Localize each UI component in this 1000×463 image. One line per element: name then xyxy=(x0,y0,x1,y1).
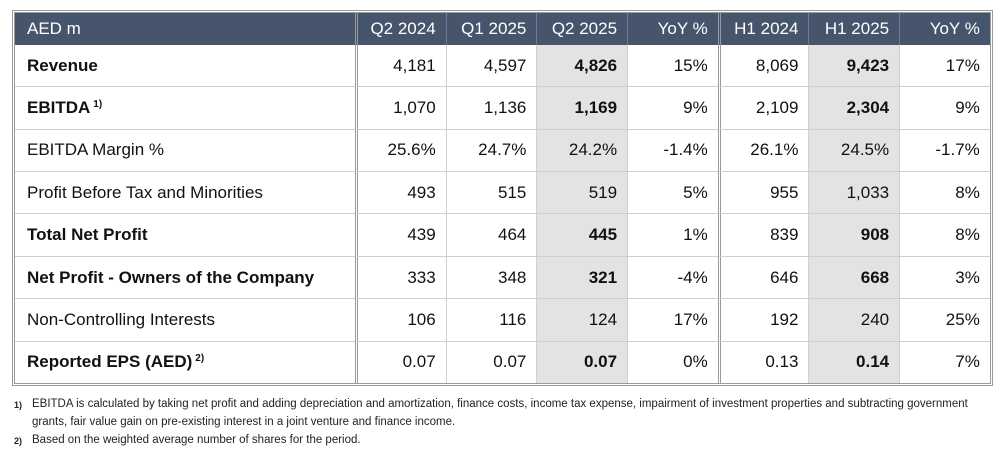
cell-yoy-quarter: -4% xyxy=(627,255,718,299)
row-label: Total Net Profit xyxy=(15,213,355,255)
cell-h1-2024: 839 xyxy=(717,213,809,256)
table-row: Total Net Profit 439 464 445 1% 839 908 8% xyxy=(15,213,990,256)
cell-h1-2025: 0.14 xyxy=(808,340,900,383)
table-row: Reported EPS (AED) 2) 0.07 0.07 0.07 0% 0.13 0.… xyxy=(15,340,990,383)
cell-q1-2025: 348 xyxy=(445,255,537,299)
footnote-reference: 2) xyxy=(195,353,205,365)
cell-q2-2025: 0.07 xyxy=(536,340,628,383)
cell-yoy-half: 8% xyxy=(899,171,990,214)
table-row: Revenue 4,181 4,597 4,826 15% 8,069 9,423 17% xyxy=(15,45,990,87)
cell-q2-2025: 1,169 xyxy=(536,86,628,129)
cell-q1-2025: 0.07 xyxy=(445,340,537,383)
footnote-text: EBITDA is calculated by taking net profi… xyxy=(32,398,968,428)
cell-yoy-half: 17% xyxy=(899,45,990,87)
cell-q1-2025: 24.7% xyxy=(445,128,537,172)
footnote-2: 2) Based on the weighted average number … xyxy=(14,431,989,450)
header-cell-yoy-quarter: YoY % xyxy=(627,13,718,45)
cell-yoy-quarter: 9% xyxy=(627,86,718,129)
cell-q1-2025: 116 xyxy=(445,298,537,341)
cell-h1-2025: 2,304 xyxy=(808,86,900,129)
cell-q2-2024: 493 xyxy=(355,171,446,214)
cell-q2-2024: 25.6% xyxy=(355,128,446,172)
row-label-text: Profit Before Tax and Minorities xyxy=(27,182,263,202)
footnote-mark: 1) xyxy=(14,400,23,410)
table-row: Net Profit - Owners of the Company 333 348… xyxy=(15,255,990,299)
financial-summary-table: AED m Q2 2024 Q1 2025 Q2 2025 YoY % H1 2… xyxy=(12,10,993,386)
table-row: EBITDA Margin % 25.6% 24.7% 24.2% -1.4% 26.1%… xyxy=(15,128,990,172)
row-label-text: Revenue xyxy=(27,55,98,75)
row-label: Reported EPS (AED) 2) xyxy=(15,340,355,383)
cell-h1-2024: 646 xyxy=(717,255,809,299)
header-cell-q2-2024: Q2 2024 xyxy=(355,13,446,45)
cell-q1-2025: 4,597 xyxy=(445,45,537,87)
footnote-text: Based on the weighted average number of … xyxy=(32,434,361,446)
cell-h1-2025: 240 xyxy=(808,298,900,341)
table-row: Profit Before Tax and Minorities 493 515 51… xyxy=(15,171,990,214)
cell-h1-2025: 668 xyxy=(808,255,900,299)
cell-q2-2025: 519 xyxy=(536,171,628,214)
header-cell-q1-2025: Q1 2025 xyxy=(445,13,537,45)
cell-q1-2025: 1,136 xyxy=(445,86,537,129)
cell-h1-2024: 8,069 xyxy=(717,45,809,87)
cell-yoy-half: 9% xyxy=(899,86,990,129)
row-label: Net Profit - Owners of the Company xyxy=(15,255,355,298)
cell-q1-2025: 464 xyxy=(445,213,537,256)
cell-yoy-half: 25% xyxy=(899,298,990,341)
row-label-text: Net Profit - Owners of the Company xyxy=(27,267,315,287)
footnote-1: 1) EBITDA is calculated by taking net pr… xyxy=(14,395,989,431)
cell-q2-2024: 439 xyxy=(355,213,446,256)
cell-q2-2025: 24.2% xyxy=(536,128,628,172)
cell-h1-2024: 2,109 xyxy=(717,86,809,129)
header-cell-label: AED m xyxy=(15,13,355,45)
cell-yoy-quarter: 1% xyxy=(627,213,718,256)
cell-h1-2024: 955 xyxy=(717,171,809,214)
cell-q1-2025: 515 xyxy=(445,171,537,214)
cell-h1-2025: 1,033 xyxy=(808,171,900,214)
cell-h1-2025: 24.5% xyxy=(808,128,900,172)
cell-q2-2024: 0.07 xyxy=(355,340,446,383)
header-cell-h1-2024: H1 2024 xyxy=(717,13,809,45)
row-label: Revenue xyxy=(15,45,355,86)
row-label: EBITDA Margin % xyxy=(15,128,355,171)
cell-q2-2024: 106 xyxy=(355,298,446,341)
footnote-reference: 1) xyxy=(93,99,103,111)
cell-q2-2025: 124 xyxy=(536,298,628,341)
row-label-text: Non-Controlling Interests xyxy=(27,309,216,329)
row-label-text: Total Net Profit xyxy=(27,225,148,245)
header-cell-q2-2025: Q2 2025 xyxy=(536,13,628,45)
row-label: Non-Controlling Interests xyxy=(15,298,355,340)
table-row: EBITDA 1) 1,070 1,136 1,169 9% 2,109 2,304 9% xyxy=(15,86,990,129)
cell-yoy-half: 7% xyxy=(899,340,990,383)
cell-yoy-quarter: 5% xyxy=(627,171,718,214)
cell-q2-2024: 4,181 xyxy=(355,45,446,87)
cell-h1-2024: 192 xyxy=(717,298,809,341)
cell-q2-2025: 445 xyxy=(536,213,628,256)
cell-h1-2024: 26.1% xyxy=(717,128,809,172)
row-label-text: EBITDA Margin % xyxy=(27,140,164,160)
cell-yoy-quarter: 15% xyxy=(627,45,718,87)
cell-h1-2025: 9,423 xyxy=(808,45,900,87)
cell-yoy-quarter: 17% xyxy=(627,298,718,341)
cell-h1-2024: 0.13 xyxy=(717,340,809,383)
table-header-row: AED m Q2 2024 Q1 2025 Q2 2025 YoY % H1 2… xyxy=(15,13,990,45)
footnotes: 1) EBITDA is calculated by taking net pr… xyxy=(14,395,989,450)
row-label: Profit Before Tax and Minorities xyxy=(15,171,355,213)
cell-h1-2025: 908 xyxy=(808,213,900,256)
cell-q2-2025: 4,826 xyxy=(536,45,628,87)
cell-yoy-half: -1.7% xyxy=(899,128,990,172)
cell-yoy-half: 3% xyxy=(899,255,990,299)
row-label: EBITDA 1) xyxy=(15,86,355,128)
cell-q2-2024: 333 xyxy=(355,255,446,299)
table-row: Non-Controlling Interests 106 116 124 17% 192… xyxy=(15,298,990,341)
row-label-text: EBITDA xyxy=(27,98,91,118)
row-label-text: Reported EPS (AED) xyxy=(27,352,193,372)
cell-q2-2025: 321 xyxy=(536,255,628,299)
cell-q2-2024: 1,070 xyxy=(355,86,446,129)
cell-yoy-half: 8% xyxy=(899,213,990,256)
footnote-mark: 2) xyxy=(14,436,23,446)
cell-yoy-quarter: -1.4% xyxy=(627,128,718,172)
header-cell-h1-2025: H1 2025 xyxy=(808,13,900,45)
cell-yoy-quarter: 0% xyxy=(627,340,718,383)
header-cell-yoy-half: YoY % xyxy=(899,13,990,45)
